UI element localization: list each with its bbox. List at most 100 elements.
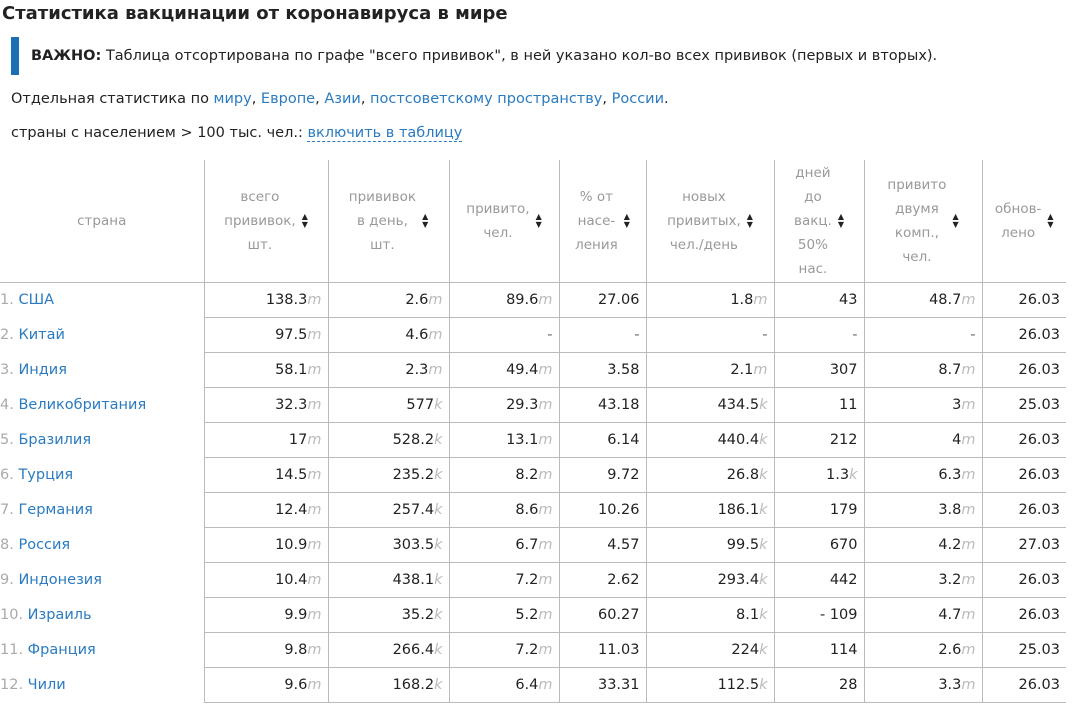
cell-unit: m	[307, 397, 322, 413]
cell-people-vaccinated: 7.2m	[448, 632, 559, 668]
region-links-separator: ,	[360, 91, 371, 107]
sort-arrows-icon[interactable]: ▲ ▼	[301, 212, 308, 229]
cell-value: 2.3	[405, 362, 429, 378]
country-link[interactable]: США	[18, 292, 55, 309]
cell-unit: m	[428, 362, 443, 378]
cell-value: 2.6	[938, 642, 962, 658]
sort-arrows-icon[interactable]: ▲ ▼	[952, 212, 959, 229]
country-link[interactable]: Бразилия	[18, 432, 92, 448]
cell-unit: m	[961, 292, 976, 308]
cell-fully-vaccinated: 3.8m	[863, 492, 982, 528]
cell-value: 5.2	[515, 607, 539, 623]
cell-people-vaccinated: 49.4m	[448, 352, 559, 388]
cell-value: 60.27	[597, 607, 640, 623]
cell-people-vaccinated: 13.1m	[448, 422, 559, 458]
cell-value: 26.03	[1018, 327, 1060, 343]
table-row: 10. Израиль 9.9m 35.2k 5.2m 60.27 8.1k - 109 4.…	[0, 597, 1066, 633]
region-links: Отдельная статистика по миру, Европе, Аз…	[11, 91, 669, 107]
country-cell: 1. США	[0, 283, 204, 318]
sort-arrows-icon[interactable]: ▲ ▼	[422, 212, 429, 229]
cell-unit: m	[961, 502, 976, 518]
cell-vaccinations-per-day: 2.3m	[327, 352, 449, 388]
cell-value: 26.03	[1018, 572, 1060, 588]
cell-fully-vaccinated: 3.2m	[863, 562, 982, 598]
cell-total-vaccinations: 10.4m	[203, 562, 328, 598]
sort-arrows-icon[interactable]: ▲ ▼	[535, 212, 542, 229]
country-link[interactable]: Индонезия	[18, 572, 102, 588]
include-in-table-link[interactable]: включить в таблицу	[307, 125, 463, 142]
column-header-total-vaccinations[interactable]: всего прививок, шт. ▲ ▼	[203, 160, 328, 283]
country-link[interactable]: Турция	[18, 467, 74, 483]
cell-value: 303.5	[392, 537, 435, 553]
cell-value: 186.1	[717, 502, 760, 518]
cell-unit: m	[307, 432, 322, 448]
table-row: 12. Чили 9.6m 168.2k 6.4m 33.31 112.5k 28 3.3m 2…	[0, 667, 1066, 703]
column-header-label: новых привитых, чел./день	[667, 189, 741, 253]
column-header-new-vaccinated-per-day[interactable]: новых привитых, чел./день ▲ ▼	[645, 160, 774, 283]
country-link[interactable]: Россия	[18, 537, 71, 553]
row-rank: 9.	[0, 572, 14, 588]
cell-percent-population: 2.62	[558, 562, 646, 598]
cell-value: 138.3	[265, 292, 308, 308]
sort-arrows-icon[interactable]: ▲ ▼	[837, 212, 845, 229]
country-link[interactable]: Великобритания	[18, 397, 147, 413]
country-link[interactable]: Германия	[18, 502, 93, 518]
cell-value: 235.2	[392, 467, 435, 483]
link-world[interactable]: миру	[213, 91, 252, 107]
column-header-days-to-50-percent[interactable]: дней до вакц. 50% нас. ▲ ▼	[773, 160, 864, 283]
column-header-fully-vaccinated[interactable]: привито двумя комп., чел. ▲ ▼	[863, 160, 982, 283]
cell-fully-vaccinated: 48.7m	[863, 282, 982, 318]
cell-fully-vaccinated: 4.2m	[863, 527, 982, 563]
country-link[interactable]: Китай	[18, 327, 65, 343]
cell-unit: m	[307, 537, 322, 553]
cell-value: 224	[731, 642, 760, 658]
cell-days-to-50-percent: 307	[773, 352, 864, 388]
cell-total-vaccinations: 17m	[203, 422, 328, 458]
column-header-vaccinations-per-day[interactable]: прививок в день, шт. ▲ ▼	[327, 160, 449, 283]
cell-value: 6.7	[515, 537, 539, 553]
cell-unit: m	[428, 327, 443, 343]
cell-percent-population: 11.03	[558, 632, 646, 668]
cell-value: - 109	[819, 607, 858, 623]
column-header-people-vaccinated[interactable]: привито, чел. ▲ ▼	[448, 160, 559, 283]
cell-unit: k	[759, 677, 768, 693]
cell-people-vaccinated: 6.7m	[448, 527, 559, 563]
country-link[interactable]: Чили	[27, 677, 66, 693]
column-header-label: страна	[77, 213, 127, 229]
cell-value: 25.03	[1018, 397, 1060, 413]
cell-value: 168.2	[392, 677, 435, 693]
cell-percent-population: 33.31	[558, 667, 646, 703]
link-europe[interactable]: Европе	[260, 91, 316, 107]
cell-total-vaccinations: 14.5m	[203, 457, 328, 493]
table-row: 8. Россия 10.9m 303.5k 6.7m 4.57 99.5k 670 4.2m…	[0, 527, 1066, 563]
cell-value: 434.5	[717, 397, 760, 413]
sort-arrows-icon[interactable]: ▲ ▼	[746, 212, 753, 229]
country-link[interactable]: Франция	[27, 642, 96, 658]
sort-arrows-icon[interactable]: ▲ ▼	[1047, 212, 1054, 229]
cell-value: 440.4	[717, 432, 760, 448]
column-header-updated[interactable]: обнов-лено ▲ ▼	[981, 160, 1066, 283]
population-filter: страны с населением > 100 тыс. чел.: вкл…	[11, 125, 463, 142]
region-links-prefix: Отдельная статистика по	[11, 91, 214, 107]
link-post-soviet[interactable]: постсоветскому пространству	[370, 91, 603, 107]
cell-value: 10.9	[275, 537, 308, 553]
cell-value: 26.03	[1018, 292, 1060, 308]
cell-unit: m	[307, 467, 322, 483]
column-header-percent-population[interactable]: % от насе-ления ▲ ▼	[558, 160, 646, 283]
cell-updated: 26.03	[981, 282, 1066, 318]
country-link[interactable]: Израиль	[27, 607, 92, 623]
cell-value: 48.7	[929, 292, 962, 308]
cell-value: 35.2	[401, 607, 435, 623]
country-link[interactable]: Индия	[18, 362, 67, 378]
cell-days-to-50-percent: 114	[773, 632, 864, 668]
cell-total-vaccinations: 58.1m	[203, 352, 328, 388]
region-links-separator: ,	[251, 91, 261, 107]
cell-unit: k	[434, 642, 443, 658]
sort-arrows-icon[interactable]: ▲ ▼	[623, 212, 630, 229]
link-russia[interactable]: России	[611, 91, 665, 107]
link-asia[interactable]: Азии	[324, 91, 361, 107]
cell-unit: k	[434, 572, 443, 588]
cell-days-to-50-percent: 212	[773, 422, 864, 458]
cell-unit: k	[759, 642, 768, 658]
cell-value: 26.03	[1018, 432, 1060, 448]
